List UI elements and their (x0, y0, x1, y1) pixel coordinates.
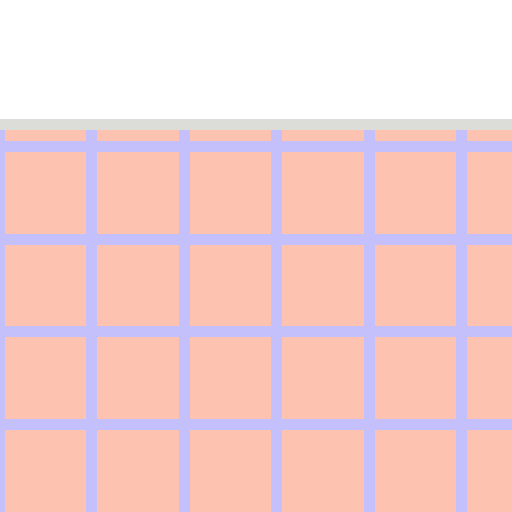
grid-top-border (0, 119, 512, 130)
grid-line-horizontal (0, 326, 512, 337)
grid-line-vertical (0, 130, 5, 512)
grid-line-horizontal (0, 141, 512, 152)
grid-line-vertical (271, 130, 282, 512)
tile-grid[interactable] (0, 130, 512, 512)
grid-line-vertical (179, 130, 190, 512)
grid-line-horizontal (0, 419, 512, 430)
grid-line-horizontal (0, 234, 512, 245)
blank-region (0, 0, 512, 119)
grid-line-vertical (86, 130, 97, 512)
grid-line-vertical (364, 130, 375, 512)
grid-line-vertical (456, 130, 467, 512)
